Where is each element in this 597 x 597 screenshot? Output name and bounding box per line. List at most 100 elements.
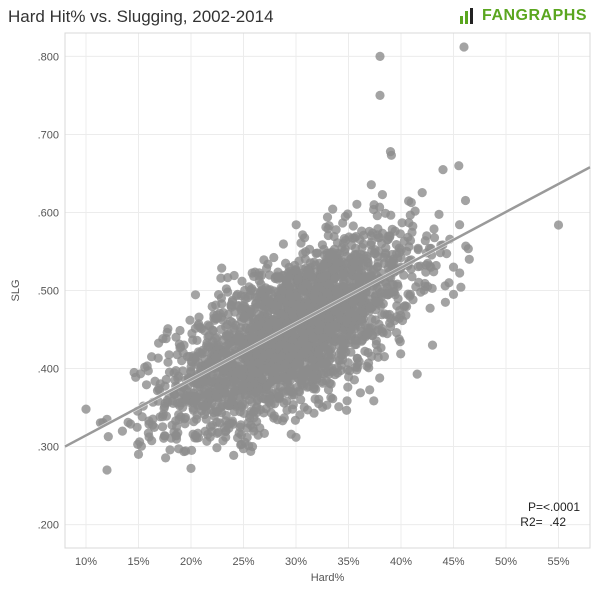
data-point: [305, 244, 315, 254]
data-point: [308, 332, 318, 343]
data-point: [200, 388, 210, 398]
data-point: [246, 308, 257, 318]
data-point: [249, 406, 259, 416]
data-point: [355, 235, 365, 245]
data-point: [346, 347, 356, 357]
data-point: [318, 402, 328, 412]
data-point: [369, 396, 379, 406]
plot-area: [64, 32, 591, 549]
x-tick-label: 50%: [495, 556, 517, 568]
data-point: [277, 294, 287, 304]
data-point: [315, 296, 326, 306]
data-point: [181, 446, 191, 456]
data-point: [348, 298, 358, 308]
data-point: [332, 363, 342, 373]
data-point: [442, 249, 452, 259]
data-point: [171, 366, 181, 376]
data-point: [355, 388, 365, 398]
data-point: [354, 356, 364, 367]
trend-line: [64, 166, 591, 448]
data-point: [297, 378, 307, 388]
data-point: [264, 395, 274, 405]
data-point: [81, 404, 91, 414]
data-point: [369, 248, 379, 258]
data-point: [373, 325, 383, 335]
data-point: [386, 259, 397, 269]
data-point: [236, 420, 246, 430]
data-point: [224, 401, 234, 411]
data-point: [351, 306, 361, 316]
data-point: [285, 291, 295, 301]
data-point: [366, 180, 376, 190]
data-point: [460, 195, 471, 206]
data-point: [553, 220, 564, 230]
x-axis-label: Hard%: [311, 572, 345, 584]
data-point: [213, 383, 223, 393]
data-point: [207, 301, 217, 312]
data-point: [220, 388, 230, 398]
data-point: [332, 248, 342, 259]
data-point: [178, 366, 188, 376]
data-point: [274, 273, 284, 283]
data-point: [425, 303, 435, 313]
data-point: [253, 430, 263, 440]
data-point: [343, 209, 353, 219]
data-point: [171, 332, 181, 342]
data-point: [256, 288, 266, 298]
data-point: [131, 372, 141, 382]
data-point: [415, 261, 425, 271]
data-point: [291, 432, 301, 442]
data-point: [258, 352, 268, 362]
data-point: [270, 353, 280, 363]
data-point: [270, 305, 280, 315]
data-point: [369, 204, 379, 215]
data-point: [323, 230, 333, 241]
data-point: [380, 208, 390, 218]
data-point: [158, 422, 168, 432]
data-point: [238, 380, 249, 390]
data-point: [314, 282, 324, 292]
data-point: [221, 426, 231, 436]
data-point: [143, 366, 153, 376]
data-point: [419, 285, 429, 295]
data-point: [347, 329, 357, 339]
data-point: [330, 263, 340, 273]
data-point: [265, 298, 275, 309]
y-axis-label: SLG: [10, 279, 22, 301]
data-point: [386, 322, 396, 332]
data-point: [309, 372, 319, 382]
data-point: [365, 303, 375, 313]
data-point: [315, 361, 325, 371]
data-point: [191, 392, 202, 402]
data-point: [408, 295, 418, 305]
data-point: [298, 288, 309, 298]
data-point: [396, 310, 406, 320]
data-point: [211, 352, 221, 362]
data-point: [149, 422, 159, 432]
data-point: [461, 241, 471, 251]
data-point: [372, 346, 383, 356]
data-point: [324, 221, 334, 231]
data-point: [413, 245, 423, 255]
data-point: [377, 310, 387, 320]
data-point: [324, 313, 334, 323]
data-point: [318, 333, 328, 343]
data-point: [266, 408, 276, 418]
data-point: [382, 282, 392, 293]
data-point: [281, 275, 291, 285]
data-point: [170, 375, 180, 385]
data-point: [251, 387, 261, 397]
data-point: [427, 283, 437, 293]
data-point: [444, 278, 454, 288]
data-point: [147, 352, 157, 362]
data-point: [215, 418, 225, 428]
data-point: [102, 465, 112, 475]
data-point: [357, 316, 367, 326]
data-point: [172, 422, 182, 432]
data-point: [396, 349, 406, 359]
data-point: [365, 385, 375, 395]
data-point: [194, 312, 204, 322]
data-point: [192, 335, 202, 345]
data-point: [223, 330, 233, 340]
